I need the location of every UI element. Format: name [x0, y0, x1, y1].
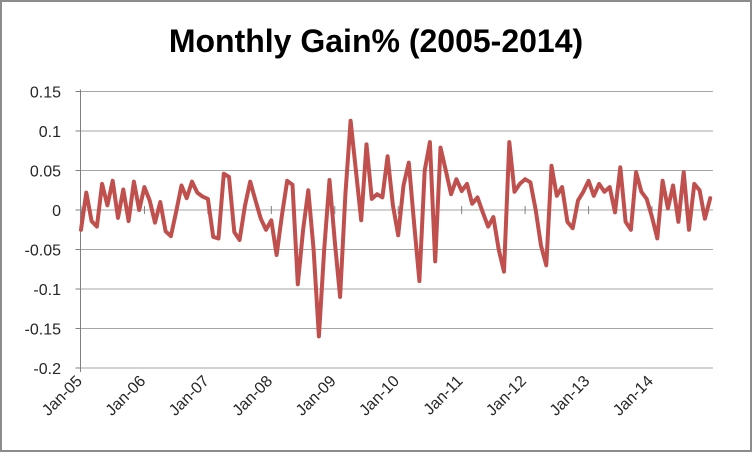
y-tick-label: 0.1	[39, 124, 61, 141]
x-tick-label: Jan-13	[547, 373, 594, 420]
x-tick-label: Jan-12	[483, 373, 530, 420]
series-group	[79, 118, 713, 339]
y-axis-labels: 0.15 0.1 0.05 0 -0.05 -0.1 -0.15 -0.2	[25, 85, 62, 379]
axes	[75, 89, 653, 372]
y-tick-label: -0.15	[25, 322, 62, 339]
y-tick-label: 0	[52, 203, 61, 220]
y-tick-label: -0.05	[25, 243, 62, 260]
gridlines	[80, 91, 713, 369]
x-tick-label: Jan-14	[610, 373, 657, 420]
x-tick-label: Jan-11	[421, 373, 467, 419]
chart-title: Monthly Gain% (2005-2014)	[169, 23, 583, 59]
x-tick-label: Jan-06	[103, 373, 150, 420]
y-tick-label: -0.2	[33, 361, 61, 378]
y-tick-label: -0.1	[33, 282, 61, 299]
x-tick-label: Jan-09	[293, 373, 340, 420]
y-tick-label: 0.05	[30, 164, 61, 181]
y-tick-label: 0.15	[30, 85, 61, 102]
x-tick-label: Jan-07	[166, 373, 213, 420]
x-tick-label: Jan-10	[356, 373, 403, 420]
x-tick-label: Jan-05	[39, 373, 86, 420]
x-axis-labels: Jan-05 Jan-06 Jan-07 Jan-08 Jan-09 Jan-10 Jan-…	[39, 373, 657, 420]
x-tick-label: Jan-08	[230, 373, 277, 420]
series-line[interactable]	[79, 118, 713, 339]
